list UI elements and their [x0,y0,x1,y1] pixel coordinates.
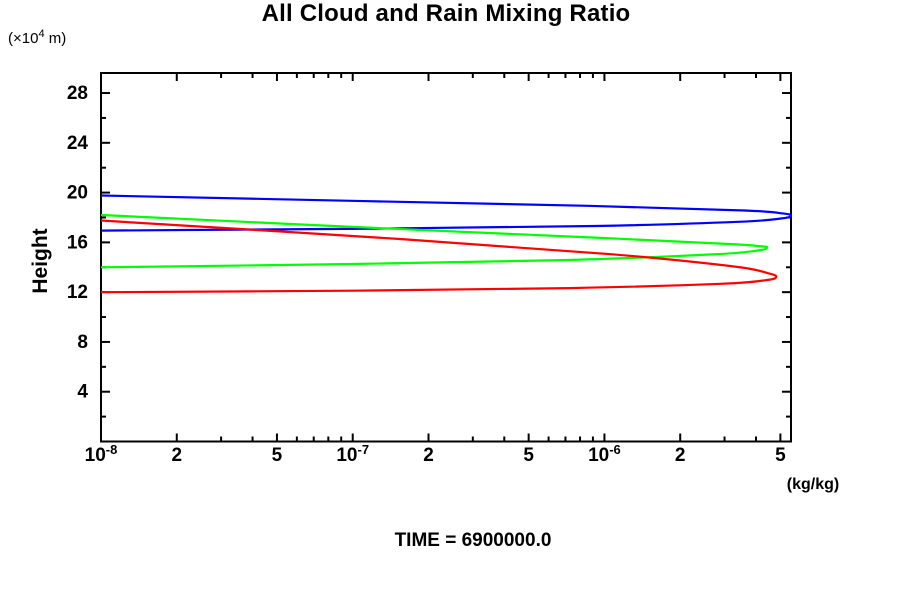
svg-text:2: 2 [675,445,686,466]
svg-text:10-6: 10-6 [588,442,621,466]
y-axis-units-label: (×104 m) [8,28,67,47]
svg-text:2: 2 [423,445,434,466]
axis-ticks [100,73,791,442]
svg-text:5: 5 [523,445,534,466]
svg-text:5: 5 [272,445,283,466]
series-blue-profile [100,194,793,232]
svg-text:5: 5 [775,445,786,466]
time-annotation: TIME = 6900000.0 [394,530,552,551]
svg-text:24: 24 [67,133,89,154]
svg-text:16: 16 [67,232,88,253]
svg-text:10-7: 10-7 [336,442,369,466]
svg-text:8: 8 [77,332,88,353]
svg-text:10-8: 10-8 [85,442,118,466]
svg-text:12: 12 [67,282,88,303]
svg-text:20: 20 [67,183,88,204]
x-tick-labels: 10-8 2 5 10-7 2 5 10-6 2 5 [85,442,786,466]
y-tick-labels: 4 8 12 16 20 24 28 [67,83,89,403]
series-green-profile [100,213,769,269]
svg-text:4: 4 [77,382,88,403]
axis-box [100,72,792,443]
svg-text:28: 28 [67,83,88,104]
svg-text:2: 2 [171,445,182,466]
x-axis-units-label: (kg/kg) [786,476,840,493]
series-red-profile [100,219,778,294]
chart-title: All Cloud and Rain Mixing Ratio [261,0,631,27]
